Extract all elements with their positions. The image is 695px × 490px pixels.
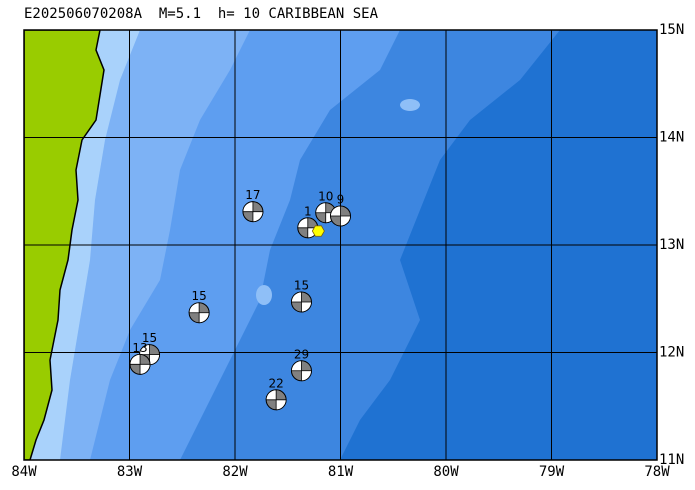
bathymetry <box>24 30 657 460</box>
x-tick-label: 83W <box>117 464 143 480</box>
beachball-dilatation <box>330 205 351 227</box>
beachball <box>265 389 287 411</box>
y-tick-label: 14N <box>659 130 684 146</box>
x-tick-label: 81W <box>328 464 354 480</box>
bank <box>256 285 272 305</box>
x-tick-label: 80W <box>433 464 459 480</box>
event-label: 15 <box>142 331 157 345</box>
event-label: 17 <box>245 188 260 202</box>
beachball-dilatation <box>265 389 287 411</box>
beachball <box>129 353 151 375</box>
beachball <box>242 201 264 223</box>
event-label: 22 <box>269 376 284 390</box>
beachball-dilatation <box>129 353 151 375</box>
x-tick-label: 79W <box>539 464 565 480</box>
bank <box>400 99 420 111</box>
event-label: 15 <box>294 278 309 292</box>
beachball <box>330 205 351 227</box>
event-label: 13 <box>132 341 147 355</box>
beachball-dilatation <box>242 201 264 223</box>
x-tick-label: 78W <box>644 464 670 480</box>
y-tick-label: 11N <box>659 452 684 468</box>
y-tick-label: 12N <box>659 345 684 361</box>
event-label: 10 <box>318 189 333 203</box>
events <box>129 201 351 411</box>
x-tick-label: 84W <box>11 464 37 480</box>
event-label: 15 <box>191 289 206 303</box>
beachball <box>188 302 210 324</box>
event-label: 1 <box>304 204 312 218</box>
event-label: 29 <box>294 347 309 361</box>
y-tick-label: 15N <box>659 22 684 38</box>
x-tick-label: 82W <box>222 464 248 480</box>
beachball <box>297 217 319 239</box>
event-label: 9 <box>337 192 345 206</box>
grid <box>24 30 657 460</box>
beachball <box>290 360 312 382</box>
frame <box>23 29 658 461</box>
beachball-dilatation <box>291 360 312 382</box>
beachball-dilatation <box>291 291 312 313</box>
map-title: E202506070208A M=5.1 h= 10 CARIBBEAN SEA <box>24 6 379 22</box>
epicenter <box>311 225 325 237</box>
beachball-dilatation <box>188 302 210 324</box>
y-tick-label: 13N <box>659 237 684 253</box>
beachball <box>290 291 312 313</box>
